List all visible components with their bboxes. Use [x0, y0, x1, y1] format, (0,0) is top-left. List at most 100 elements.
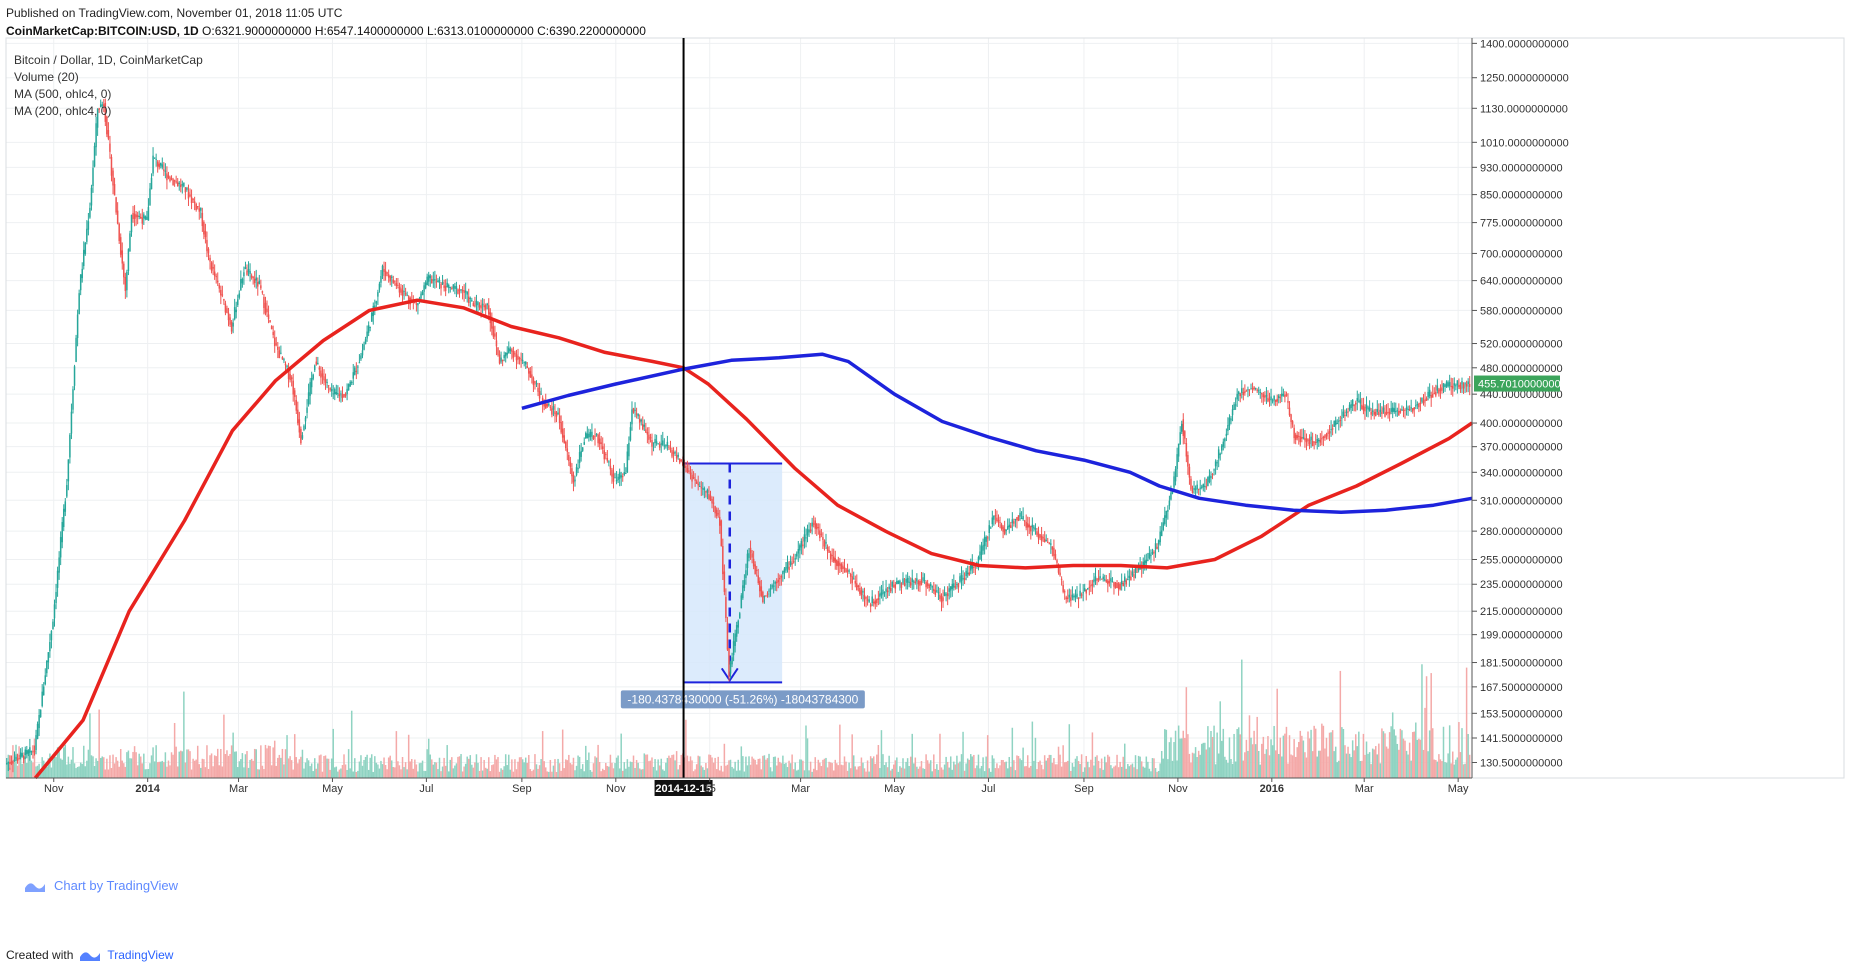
- volume-bar: [21, 763, 23, 778]
- volume-bar: [1117, 767, 1120, 778]
- volume-bar: [304, 762, 307, 778]
- candle-body: [575, 467, 578, 476]
- candle-body: [765, 595, 767, 597]
- candle-body: [129, 233, 131, 252]
- candle-body: [330, 389, 333, 392]
- volume-bar: [263, 769, 265, 778]
- candle-body: [170, 178, 173, 180]
- candle-body: [1262, 394, 1265, 398]
- candle-body: [1019, 512, 1021, 517]
- candle-body: [81, 268, 83, 279]
- candle-body: [1023, 520, 1026, 522]
- candle-body: [726, 622, 729, 650]
- candle-body: [39, 709, 42, 718]
- volume-bar: [503, 766, 505, 778]
- volume-bar: [837, 765, 840, 778]
- candle-body: [466, 292, 468, 295]
- candle-body: [133, 213, 136, 219]
- candle-body: [42, 686, 45, 696]
- volume-bar: [424, 770, 427, 778]
- volume-bar: [243, 767, 245, 778]
- volume-bar: [1105, 762, 1108, 778]
- volume-bar: [771, 771, 773, 778]
- candle-body: [241, 278, 244, 284]
- candle-body: [87, 221, 90, 230]
- candle-body: [842, 565, 844, 570]
- volume-bar: [257, 769, 259, 778]
- candle-body: [437, 280, 439, 283]
- candle-body: [1197, 488, 1200, 490]
- volume-bar: [1345, 753, 1348, 778]
- candle-body: [260, 285, 262, 289]
- candle-body: [820, 533, 823, 535]
- published-line: Published on TradingView.com, November 0…: [6, 6, 343, 20]
- volume-bar: [269, 745, 271, 778]
- volume-bar: [652, 766, 655, 778]
- volume-bar: [204, 767, 207, 778]
- candle-body: [67, 459, 70, 482]
- volume-bar: [193, 760, 196, 778]
- volume-bar: [1090, 759, 1092, 778]
- candle-body: [906, 577, 909, 583]
- candle-body: [64, 501, 67, 512]
- volume-bar: [192, 758, 194, 778]
- candle-body: [75, 337, 77, 362]
- volume-bar: [190, 769, 193, 778]
- volume-bar: [1059, 754, 1061, 778]
- volume-bar: [384, 765, 387, 778]
- volume-bar: [298, 759, 301, 778]
- candle-body: [731, 657, 733, 665]
- candle-body: [1113, 582, 1115, 587]
- candle-body: [1345, 411, 1348, 414]
- time-tick-label: May: [322, 783, 343, 795]
- candle-body: [1382, 407, 1385, 412]
- candle-body: [166, 173, 168, 181]
- candle-body: [1236, 393, 1238, 400]
- volume-bar: [1040, 764, 1043, 778]
- volume-bar: [306, 758, 308, 778]
- candle-body: [925, 581, 927, 588]
- candle-body: [1313, 441, 1315, 443]
- candle-body: [312, 374, 314, 379]
- candle-body: [1099, 576, 1101, 579]
- volume-bar: [1368, 752, 1371, 778]
- volume-bar: [86, 760, 88, 778]
- candle-body: [253, 278, 256, 284]
- volume-bar: [663, 770, 666, 778]
- volume-bar: [1313, 725, 1315, 778]
- candle-body: [1216, 462, 1218, 464]
- volume-bar: [746, 765, 749, 778]
- volume-bar: [775, 765, 778, 778]
- candle-body: [135, 214, 137, 218]
- volume-bar: [343, 754, 345, 778]
- volume-bar: [1453, 764, 1456, 778]
- volume-bar: [872, 756, 875, 778]
- volume-bar: [1236, 729, 1238, 778]
- volume-bar: [794, 762, 796, 778]
- candle-body: [836, 559, 838, 566]
- candle-body: [909, 582, 912, 586]
- measure-label: -180.4378430000 (-51.26%) -18043784300: [627, 692, 858, 706]
- volume-bar: [959, 761, 961, 778]
- volume-bar: [447, 771, 450, 778]
- volume-bar: [1114, 765, 1117, 778]
- candle-body: [90, 187, 93, 206]
- legend-volume: Volume (20): [14, 70, 79, 84]
- candle-body: [685, 465, 687, 468]
- chart-watermark[interactable]: Chart by TradingView: [24, 878, 178, 893]
- candle-body: [500, 357, 502, 362]
- volume-bar: [879, 768, 881, 778]
- candle-body: [1404, 409, 1406, 411]
- volume-bar: [1039, 760, 1041, 778]
- candle-body: [55, 591, 57, 604]
- volume-bar: [531, 771, 533, 778]
- axes: 1400.00000000001250.00000000001130.00000…: [6, 38, 1569, 795]
- footer-brand[interactable]: TradingView: [107, 948, 174, 962]
- volume-bar: [857, 766, 860, 778]
- candle-body: [494, 333, 496, 337]
- volume-bar: [903, 768, 906, 778]
- candle-body: [1462, 384, 1465, 389]
- volume-bar: [543, 761, 545, 778]
- volume-bar: [87, 749, 90, 778]
